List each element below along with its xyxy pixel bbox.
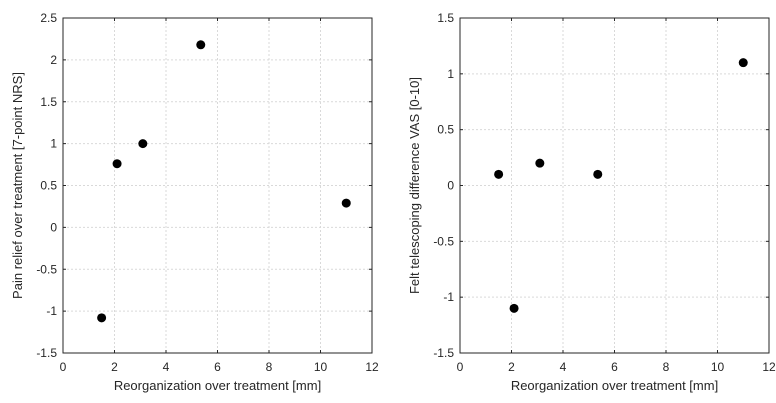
y-tick-label: 0.5: [437, 123, 454, 137]
y-tick-label: 1.5: [40, 95, 57, 109]
x-tick-label: 12: [762, 360, 776, 374]
x-tick-label: 10: [314, 360, 328, 374]
data-point: [196, 40, 206, 50]
data-point: [97, 313, 107, 323]
x-tick-label: 4: [163, 360, 170, 374]
y-tick-label: 0: [50, 220, 57, 234]
x-axis-label: Reorganization over treatment [mm]: [511, 378, 718, 393]
x-tick-label: 4: [560, 360, 567, 374]
x-tick-label: 10: [711, 360, 725, 374]
x-tick-label: 2: [111, 360, 118, 374]
data-point: [509, 303, 519, 313]
y-tick-label: -1: [46, 304, 57, 318]
x-tick-label: 0: [60, 360, 67, 374]
data-point: [138, 139, 148, 149]
y-tick-label: -1: [443, 290, 454, 304]
data-point: [494, 169, 504, 179]
y-tick-label: 0: [447, 179, 454, 193]
y-axis-label: Felt telescoping difference VAS [0-10]: [407, 77, 422, 294]
y-tick-label: -1.5: [433, 346, 454, 360]
x-tick-label: 6: [214, 360, 221, 374]
data-point: [341, 198, 351, 208]
y-tick-label: 1.5: [437, 11, 454, 25]
y-tick-label: 1: [447, 67, 454, 81]
y-tick-label: -0.5: [36, 262, 57, 276]
x-tick-label: 2: [508, 360, 515, 374]
y-axis-label: Pain relief over treatment [7-point NRS]: [10, 72, 25, 299]
x-axis-label: Reorganization over treatment [mm]: [114, 378, 321, 393]
x-tick-label: 8: [266, 360, 273, 374]
right-scatter-plot: 0 2 4 6 8 10 12 -1.5 -1 -0.5 0 0.5 1 1.5 Reorganizatio…: [407, 11, 776, 393]
data-point: [593, 169, 603, 179]
data-point: [738, 58, 748, 68]
y-tick-label: 0.5: [40, 179, 57, 193]
y-tick-label: 2.5: [40, 11, 57, 25]
data-point: [535, 158, 545, 168]
x-tick-label: 8: [663, 360, 670, 374]
x-tick-label: 12: [365, 360, 379, 374]
y-tick-label: -1.5: [36, 346, 57, 360]
y-tick-label: -0.5: [433, 234, 454, 248]
left-scatter-plot: 0 2 4 6 8 10 12 -1.5 -1 -0.5 0 0.5 1 1.5 2 2.5 Reorganiz…: [10, 11, 379, 393]
data-point: [112, 159, 122, 169]
y-tick-label: 2: [50, 53, 57, 67]
y-tick-label: 1: [50, 137, 57, 151]
x-tick-label: 0: [457, 360, 464, 374]
x-tick-label: 6: [611, 360, 618, 374]
